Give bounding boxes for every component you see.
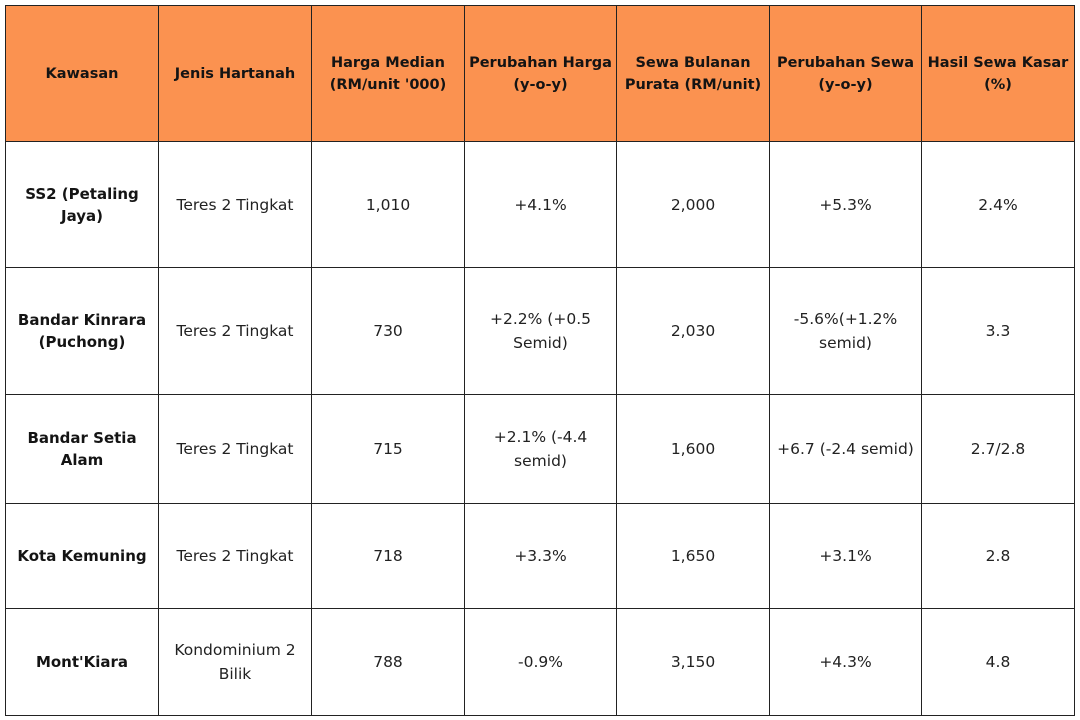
cell-perubahan-harga: +2.2% (+0.5 Semid) [464, 267, 617, 395]
header-kawasan: Kawasan [5, 5, 159, 142]
header-hasil-sewa: Hasil Sewa Kasar (%) [921, 5, 1075, 142]
header-harga-median: Harga Median (RM/unit '000) [311, 5, 465, 142]
table-row: SS2 (Petaling Jaya) Teres 2 Tingkat 1,01… [5, 141, 1075, 268]
cell-perubahan-harga: -0.9% [464, 608, 617, 716]
cell-harga-median: 788 [311, 608, 465, 716]
table-row: Bandar Kinrara (Puchong) Teres 2 Tingkat… [5, 267, 1075, 395]
property-comparison-table: Kawasan Jenis Hartanah Harga Median (RM/… [5, 5, 1075, 716]
cell-hasil-sewa: 2.7/2.8 [921, 394, 1075, 504]
cell-hasil-sewa: 2.4% [921, 141, 1075, 268]
header-perubahan-sewa: Perubahan Sewa (y-o-y) [769, 5, 922, 142]
cell-sewa-bulanan: 3,150 [616, 608, 770, 716]
cell-kawasan: Bandar Setia Alam [5, 394, 159, 504]
header-sewa-bulanan: Sewa Bulanan Purata (RM/unit) [616, 5, 770, 142]
table-row: Kota Kemuning Teres 2 Tingkat 718 +3.3% … [5, 503, 1075, 609]
cell-jenis-hartanah: Teres 2 Tingkat [158, 394, 312, 504]
cell-sewa-bulanan: 2,030 [616, 267, 770, 395]
cell-perubahan-harga: +4.1% [464, 141, 617, 268]
table-row: Mont'Kiara Kondominium 2 Bilik 788 -0.9%… [5, 608, 1075, 716]
cell-perubahan-sewa: +5.3% [769, 141, 922, 268]
header-perubahan-harga: Perubahan Harga (y-o-y) [464, 5, 617, 142]
cell-jenis-hartanah: Kondominium 2 Bilik [158, 608, 312, 716]
cell-harga-median: 1,010 [311, 141, 465, 268]
table-row: Bandar Setia Alam Teres 2 Tingkat 715 +2… [5, 394, 1075, 504]
cell-jenis-hartanah: Teres 2 Tingkat [158, 141, 312, 268]
cell-perubahan-sewa: -5.6%(+1.2% semid) [769, 267, 922, 395]
cell-sewa-bulanan: 1,600 [616, 394, 770, 504]
cell-harga-median: 718 [311, 503, 465, 609]
cell-kawasan: SS2 (Petaling Jaya) [5, 141, 159, 268]
cell-sewa-bulanan: 1,650 [616, 503, 770, 609]
cell-hasil-sewa: 2.8 [921, 503, 1075, 609]
cell-perubahan-sewa: +3.1% [769, 503, 922, 609]
cell-perubahan-harga: +2.1% (-4.4 semid) [464, 394, 617, 504]
cell-sewa-bulanan: 2,000 [616, 141, 770, 268]
cell-perubahan-sewa: +6.7 (-2.4 semid) [769, 394, 922, 504]
cell-kawasan: Kota Kemuning [5, 503, 159, 609]
header-jenis-hartanah: Jenis Hartanah [158, 5, 312, 142]
cell-harga-median: 730 [311, 267, 465, 395]
cell-perubahan-sewa: +4.3% [769, 608, 922, 716]
cell-perubahan-harga: +3.3% [464, 503, 617, 609]
cell-hasil-sewa: 3.3 [921, 267, 1075, 395]
cell-kawasan: Mont'Kiara [5, 608, 159, 716]
cell-jenis-hartanah: Teres 2 Tingkat [158, 267, 312, 395]
cell-harga-median: 715 [311, 394, 465, 504]
table-header-row: Kawasan Jenis Hartanah Harga Median (RM/… [5, 5, 1075, 142]
cell-kawasan: Bandar Kinrara (Puchong) [5, 267, 159, 395]
cell-jenis-hartanah: Teres 2 Tingkat [158, 503, 312, 609]
cell-hasil-sewa: 4.8 [921, 608, 1075, 716]
